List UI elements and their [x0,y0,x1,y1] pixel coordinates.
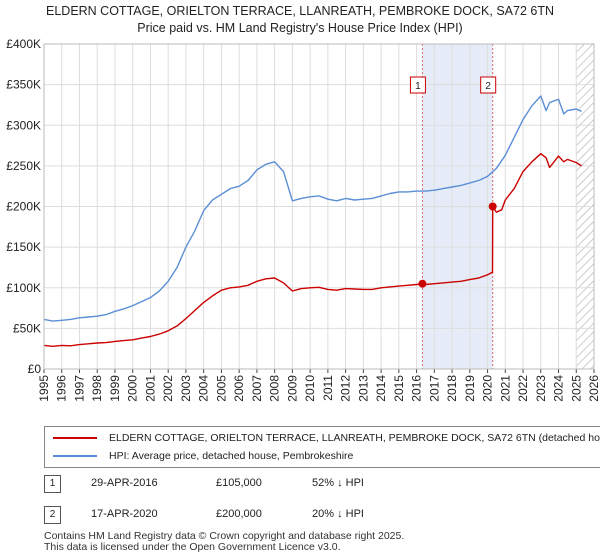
x-tick-label: 2010 [303,375,317,402]
y-tick-label: £100K [6,281,41,295]
transaction-price: £200,000 [216,508,262,520]
x-tick-label: 1998 [90,375,104,402]
y-tick-label: £350K [6,78,41,92]
x-tick-label: 2018 [445,375,459,402]
x-tick-label: 2023 [534,375,548,402]
x-tick-label: 2017 [427,375,441,402]
y-tick-label: £200K [6,200,41,214]
chart-title: ELDERN COTTAGE, ORIELTON TERRACE, LLANRE… [46,4,554,18]
x-tick-label: 2016 [410,375,424,402]
x-tick-label: 1996 [55,375,69,402]
x-tick-label: 2006 [232,375,246,402]
x-tick-label: 2003 [179,375,193,402]
transaction-hpi-diff: 20% ↓ HPI [312,508,364,520]
y-tick-label: £50K [13,321,41,335]
y-tick-label: £400K [6,37,41,51]
legend-item-property: ELDERN COTTAGE, ORIELTON TERRACE, LLANRE… [53,429,600,447]
x-tick-label: 2022 [516,375,530,402]
x-tick-label: 2012 [339,375,353,402]
x-tick-label: 2001 [143,375,157,402]
footer-line-2: This data is licensed under the Open Gov… [44,540,341,553]
transaction-date: 17-APR-2020 [91,508,158,520]
transaction-marker-label: 1 [415,81,421,92]
x-tick-label: 2013 [356,375,370,402]
x-tick-label: 2014 [374,375,388,402]
transaction-number: 1 [44,475,61,493]
transaction-marker-box [409,76,426,94]
transaction-hpi-diff: 52% ↓ HPI [312,477,364,489]
x-tick-label: 2000 [126,375,140,402]
y-tick-label: £250K [6,159,41,173]
x-tick-label: 1995 [37,375,51,402]
series-line-hpi [43,95,582,322]
x-tick-label: 2005 [214,375,228,402]
x-tick-label: 1999 [108,375,122,402]
chart-legend: ELDERN COTTAGE, ORIELTON TERRACE, LLANRE… [44,426,600,468]
x-tick-label: 1997 [72,375,86,402]
price-chart: £0 £50K £100K £150K £200K £250K £300K £350K £400… [6,37,600,402]
y-tick-label: £150K [6,240,41,254]
x-tick-label: 2011 [321,375,335,401]
x-tick-label: 2015 [392,375,406,402]
legend-swatch-property [53,437,97,439]
x-tick-label: 2024 [552,375,566,402]
x-tick-label: 2002 [161,375,175,402]
x-tick-label: 2025 [569,375,583,402]
legend-swatch-hpi [53,455,97,457]
footer-line-1: Contains HM Land Registry data © Crown c… [44,530,405,542]
footer-copyright: Contains HM Land Registry data © Crown c… [44,531,404,552]
plot-border [43,43,595,370]
sale-point [488,202,497,211]
legend-label-hpi: HPI: Average price, detached house, Pemb… [109,450,354,462]
x-tick-label: 2009 [285,375,299,402]
transaction-marker-box [480,76,497,94]
x-tick-label: 2019 [463,375,477,402]
series-line-property [43,152,582,347]
legend-label-property: ELDERN COTTAGE, ORIELTON TERRACE, LLANRE… [109,432,600,444]
sale-point [418,279,427,288]
x-tick-label: 2007 [250,375,264,402]
x-tick-label: 2020 [481,375,495,402]
x-tick-label: 2026 [587,375,600,402]
transaction-price: £105,000 [216,477,262,489]
x-tick-label: 2004 [197,375,211,402]
transaction-marker-label: 2 [485,81,491,92]
chart-subtitle: Price paid vs. HM Land Registry's House … [137,21,463,35]
x-tick-label: 2008 [268,375,282,402]
y-tick-label: £300K [6,118,41,132]
legend-item-hpi: HPI: Average price, detached house, Pemb… [53,447,353,465]
x-tick-label: 2021 [498,375,512,402]
transaction-number: 2 [44,506,61,524]
y-tick-label: £0 [28,362,42,376]
transaction-date: 29-APR-2016 [91,477,158,489]
